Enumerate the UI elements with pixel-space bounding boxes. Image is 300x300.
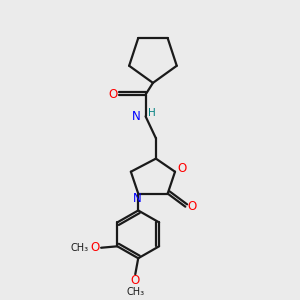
Text: H: H [148,108,156,118]
Text: N: N [131,110,140,123]
Text: O: O [108,88,117,101]
Text: O: O [187,200,196,213]
Text: CH₃: CH₃ [126,287,144,297]
Text: O: O [178,162,187,175]
Text: O: O [90,241,99,254]
Text: CH₃: CH₃ [71,243,89,253]
Text: O: O [131,274,140,287]
Text: N: N [133,192,142,205]
